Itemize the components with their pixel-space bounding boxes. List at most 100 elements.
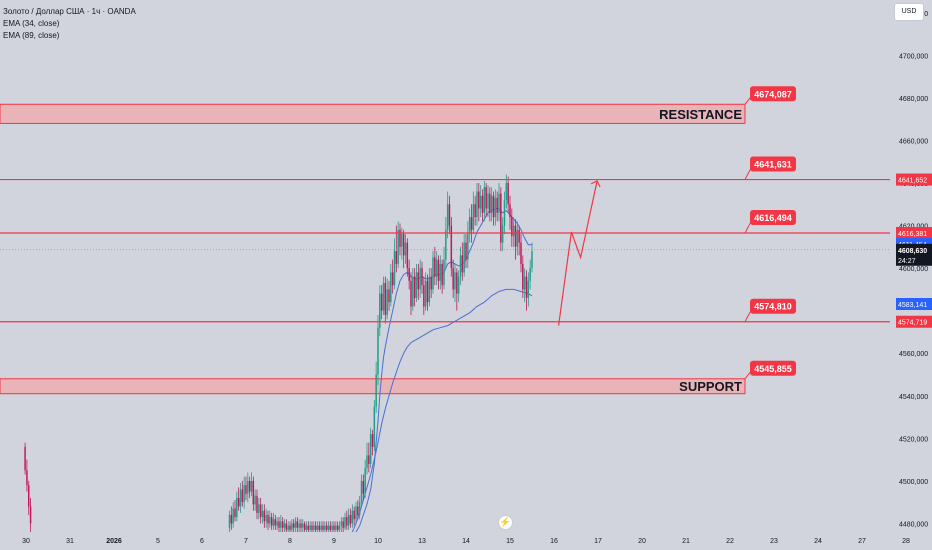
candle: [390, 272, 392, 303]
candle: [316, 525, 319, 530]
candle: [294, 521, 297, 528]
candle: [494, 197, 497, 218]
candle: [401, 234, 403, 247]
candle: [342, 521, 344, 528]
candle: [516, 229, 519, 247]
candle: [333, 525, 335, 530]
candle: [406, 242, 409, 269]
candle: [285, 523, 288, 530]
candle: [446, 204, 449, 230]
candle: [399, 229, 401, 247]
projection-arrowhead: [590, 180, 601, 188]
candle: [261, 510, 264, 518]
legend-ema-34[interactable]: EMA (34, close): [3, 19, 60, 28]
candle: [313, 525, 315, 530]
x-axis-tick-label: 27: [858, 538, 866, 545]
candle: [230, 514, 233, 524]
candle: [483, 187, 486, 213]
candle: [452, 268, 454, 290]
candle: [375, 374, 377, 407]
candle: [479, 195, 482, 209]
zone-label-resistance: RESISTANCE: [659, 107, 742, 122]
candle: [380, 293, 383, 311]
candle: [307, 525, 310, 530]
candle: [250, 480, 253, 492]
candle: [525, 276, 528, 298]
candle: [228, 514, 231, 528]
axis-ema-tag: [896, 298, 932, 311]
candle: [485, 187, 487, 209]
candle: [450, 225, 453, 269]
candle: [397, 229, 399, 264]
candle: [408, 268, 410, 281]
x-axis-tick-label: 24: [814, 538, 822, 545]
candle: [448, 204, 451, 226]
candle: [346, 517, 348, 526]
candle: [463, 242, 465, 273]
candle: [445, 229, 447, 260]
zone-price-tag-text: 4674,087: [754, 89, 792, 99]
candle: [347, 514, 350, 526]
x-axis-tick-label: 8: [288, 538, 292, 545]
candle: [296, 521, 299, 528]
candle: [523, 276, 526, 290]
candle: [329, 525, 332, 530]
candle: [496, 197, 498, 213]
candle: [281, 521, 284, 528]
candle: [274, 519, 277, 526]
candle: [373, 406, 376, 447]
candle: [474, 204, 476, 218]
currency-button[interactable]: USD: [894, 3, 924, 21]
lightning-icon[interactable]: ⚡: [498, 515, 513, 530]
candle: [498, 193, 500, 213]
axis-level-tag-text: 4574,719: [898, 320, 927, 327]
candle: [269, 517, 271, 524]
candle: [357, 506, 359, 515]
candle: [377, 327, 379, 375]
candle: [439, 263, 442, 281]
candle: [489, 193, 491, 213]
candle: [344, 517, 346, 528]
zone-price-tag-text: 4545,855: [754, 364, 792, 374]
candle: [265, 514, 267, 522]
candle: [509, 204, 511, 218]
current-price-text: 4608,630: [898, 248, 927, 255]
candle: [388, 289, 390, 303]
zone-price-tag: [750, 360, 796, 376]
candle: [435, 259, 438, 277]
candle: [481, 195, 484, 213]
candle: [395, 251, 398, 264]
candle: [410, 280, 412, 307]
candle: [454, 272, 456, 290]
zone-label-support: SUPPORT: [679, 379, 742, 394]
candle: [393, 251, 396, 286]
candle: [459, 255, 462, 277]
candle: [237, 497, 240, 507]
legend-ema-89[interactable]: EMA (89, close): [3, 31, 60, 40]
candle: [461, 255, 464, 273]
ema-89-line: [351, 288, 533, 533]
candle: [443, 259, 445, 286]
candle: [522, 263, 524, 290]
candle: [243, 485, 245, 503]
candle: [336, 525, 339, 530]
candle: [470, 217, 473, 230]
candle: [254, 495, 256, 505]
candle: [287, 525, 289, 530]
projection-path: [558, 180, 598, 326]
candle: [384, 283, 387, 315]
x-axis-tick-label: 13: [418, 538, 426, 545]
candle: [276, 521, 278, 526]
candle: [369, 434, 372, 464]
candle: [29, 506, 32, 524]
candle: [478, 191, 480, 209]
chart-legend: Золото / Доллар США · 1ч · OANDA EMA (34…: [3, 6, 136, 42]
candle: [322, 525, 324, 530]
legend-symbol[interactable]: Золото / Доллар США · 1ч · OANDA: [3, 7, 136, 16]
candle: [24, 446, 26, 471]
candle: [325, 525, 328, 530]
candle: [512, 225, 515, 237]
candle: [386, 289, 388, 315]
y-axis-tick-label: 4560,000: [899, 351, 928, 358]
